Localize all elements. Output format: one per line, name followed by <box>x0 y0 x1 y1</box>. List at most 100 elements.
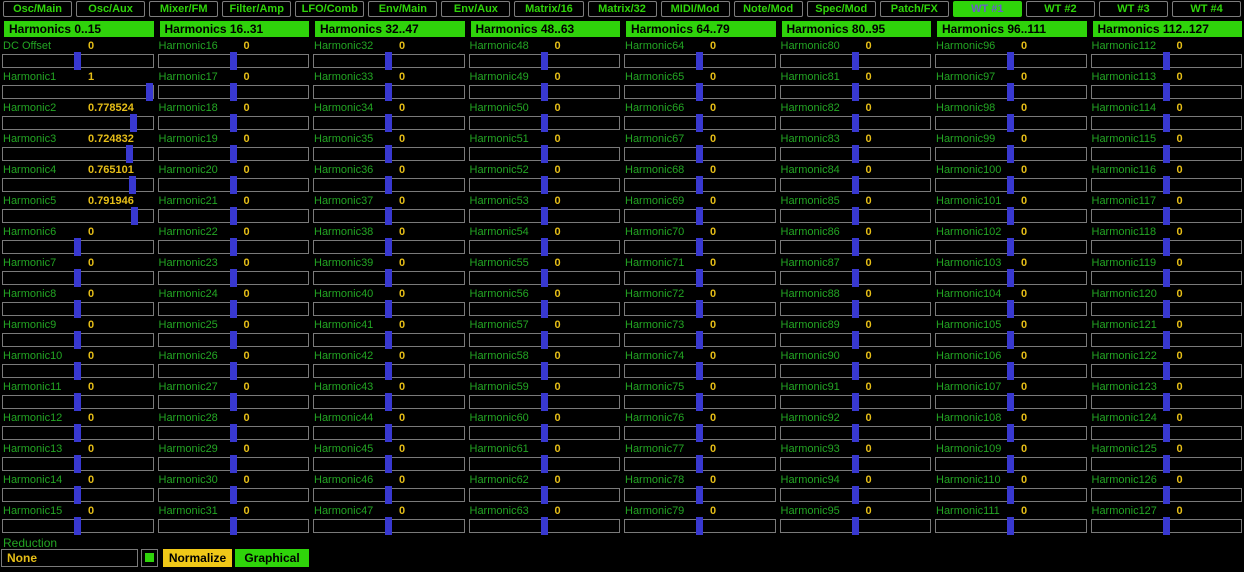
slider-handle[interactable] <box>385 424 393 442</box>
param-slider[interactable] <box>1090 114 1242 132</box>
param-slider[interactable] <box>935 486 1087 504</box>
slider-handle[interactable] <box>385 238 393 256</box>
slider-handle[interactable] <box>696 362 704 380</box>
param-slider[interactable] <box>468 424 620 442</box>
param-slider[interactable] <box>468 176 620 194</box>
tab-matrix-32[interactable]: Matrix/32 <box>587 1 657 17</box>
param-slider[interactable] <box>157 52 309 70</box>
slider-handle[interactable] <box>540 269 548 287</box>
slider-handle[interactable] <box>540 83 548 101</box>
slider-handle[interactable] <box>851 300 859 318</box>
slider-handle[interactable] <box>385 269 393 287</box>
param-slider[interactable] <box>1090 269 1242 287</box>
slider-handle[interactable] <box>1007 176 1015 194</box>
param-slider[interactable] <box>2 83 154 101</box>
slider-handle[interactable] <box>74 238 82 256</box>
param-slider[interactable] <box>624 176 776 194</box>
slider-handle[interactable] <box>1007 145 1015 163</box>
param-slider[interactable] <box>779 207 931 225</box>
slider-handle[interactable] <box>851 145 859 163</box>
tab-wt-2[interactable]: WT #2 <box>1025 1 1095 17</box>
param-slider[interactable] <box>1090 393 1242 411</box>
param-slider[interactable] <box>779 517 931 535</box>
slider-handle[interactable] <box>1007 238 1015 256</box>
param-slider[interactable] <box>779 331 931 349</box>
param-slider[interactable] <box>935 145 1087 163</box>
param-slider[interactable] <box>935 238 1087 256</box>
param-slider[interactable] <box>157 269 309 287</box>
slider-handle[interactable] <box>130 207 138 225</box>
slider-handle[interactable] <box>74 517 82 535</box>
slider-handle[interactable] <box>385 393 393 411</box>
slider-handle[interactable] <box>229 269 237 287</box>
param-slider[interactable] <box>157 393 309 411</box>
slider-handle[interactable] <box>1007 331 1015 349</box>
slider-handle[interactable] <box>1007 114 1015 132</box>
param-slider[interactable] <box>157 486 309 504</box>
slider-handle[interactable] <box>74 362 82 380</box>
param-slider[interactable] <box>2 455 154 473</box>
slider-handle[interactable] <box>229 517 237 535</box>
param-slider[interactable] <box>1090 176 1242 194</box>
reduction-apply-button[interactable] <box>141 549 158 567</box>
slider-handle[interactable] <box>540 114 548 132</box>
slider-handle[interactable] <box>540 207 548 225</box>
slider-handle[interactable] <box>1162 114 1170 132</box>
tab-wt-1[interactable]: WT #1 <box>952 1 1022 17</box>
param-slider[interactable] <box>468 83 620 101</box>
slider-handle[interactable] <box>1162 300 1170 318</box>
slider-handle[interactable] <box>1162 207 1170 225</box>
param-slider[interactable] <box>157 145 309 163</box>
tab-osc-aux[interactable]: Osc/Aux <box>76 1 146 17</box>
param-slider[interactable] <box>468 238 620 256</box>
param-slider[interactable] <box>624 83 776 101</box>
slider-handle[interactable] <box>385 52 393 70</box>
slider-handle[interactable] <box>696 52 704 70</box>
param-slider[interactable] <box>157 331 309 349</box>
param-slider[interactable] <box>1090 486 1242 504</box>
param-slider[interactable] <box>1090 238 1242 256</box>
tab-env-aux[interactable]: Env/Aux <box>441 1 511 17</box>
param-slider[interactable] <box>1090 517 1242 535</box>
param-slider[interactable] <box>313 114 465 132</box>
param-slider[interactable] <box>2 424 154 442</box>
param-slider[interactable] <box>157 362 309 380</box>
param-slider[interactable] <box>779 269 931 287</box>
param-slider[interactable] <box>468 52 620 70</box>
param-slider[interactable] <box>935 114 1087 132</box>
param-slider[interactable] <box>624 455 776 473</box>
param-slider[interactable] <box>779 114 931 132</box>
slider-handle[interactable] <box>229 331 237 349</box>
param-slider[interactable] <box>468 300 620 318</box>
param-slider[interactable] <box>313 486 465 504</box>
param-slider[interactable] <box>1090 424 1242 442</box>
param-slider[interactable] <box>2 145 154 163</box>
slider-handle[interactable] <box>128 176 136 194</box>
tab-patch-fx[interactable]: Patch/FX <box>879 1 949 17</box>
slider-handle[interactable] <box>696 269 704 287</box>
slider-handle[interactable] <box>851 52 859 70</box>
slider-handle[interactable] <box>696 83 704 101</box>
param-slider[interactable] <box>1090 83 1242 101</box>
slider-handle[interactable] <box>74 486 82 504</box>
param-slider[interactable] <box>624 238 776 256</box>
slider-handle[interactable] <box>74 52 82 70</box>
param-slider[interactable] <box>624 362 776 380</box>
slider-handle[interactable] <box>229 393 237 411</box>
slider-handle[interactable] <box>540 393 548 411</box>
slider-handle[interactable] <box>540 517 548 535</box>
slider-handle[interactable] <box>1162 52 1170 70</box>
slider-handle[interactable] <box>74 393 82 411</box>
param-slider[interactable] <box>313 176 465 194</box>
tab-matrix-16[interactable]: Matrix/16 <box>514 1 584 17</box>
slider-handle[interactable] <box>696 300 704 318</box>
param-slider[interactable] <box>313 362 465 380</box>
slider-handle[interactable] <box>696 517 704 535</box>
slider-handle[interactable] <box>229 362 237 380</box>
slider-handle[interactable] <box>1007 52 1015 70</box>
slider-handle[interactable] <box>74 269 82 287</box>
param-slider[interactable] <box>313 207 465 225</box>
param-slider[interactable] <box>2 52 154 70</box>
tab-wt-4[interactable]: WT #4 <box>1172 1 1242 17</box>
param-slider[interactable] <box>2 114 154 132</box>
